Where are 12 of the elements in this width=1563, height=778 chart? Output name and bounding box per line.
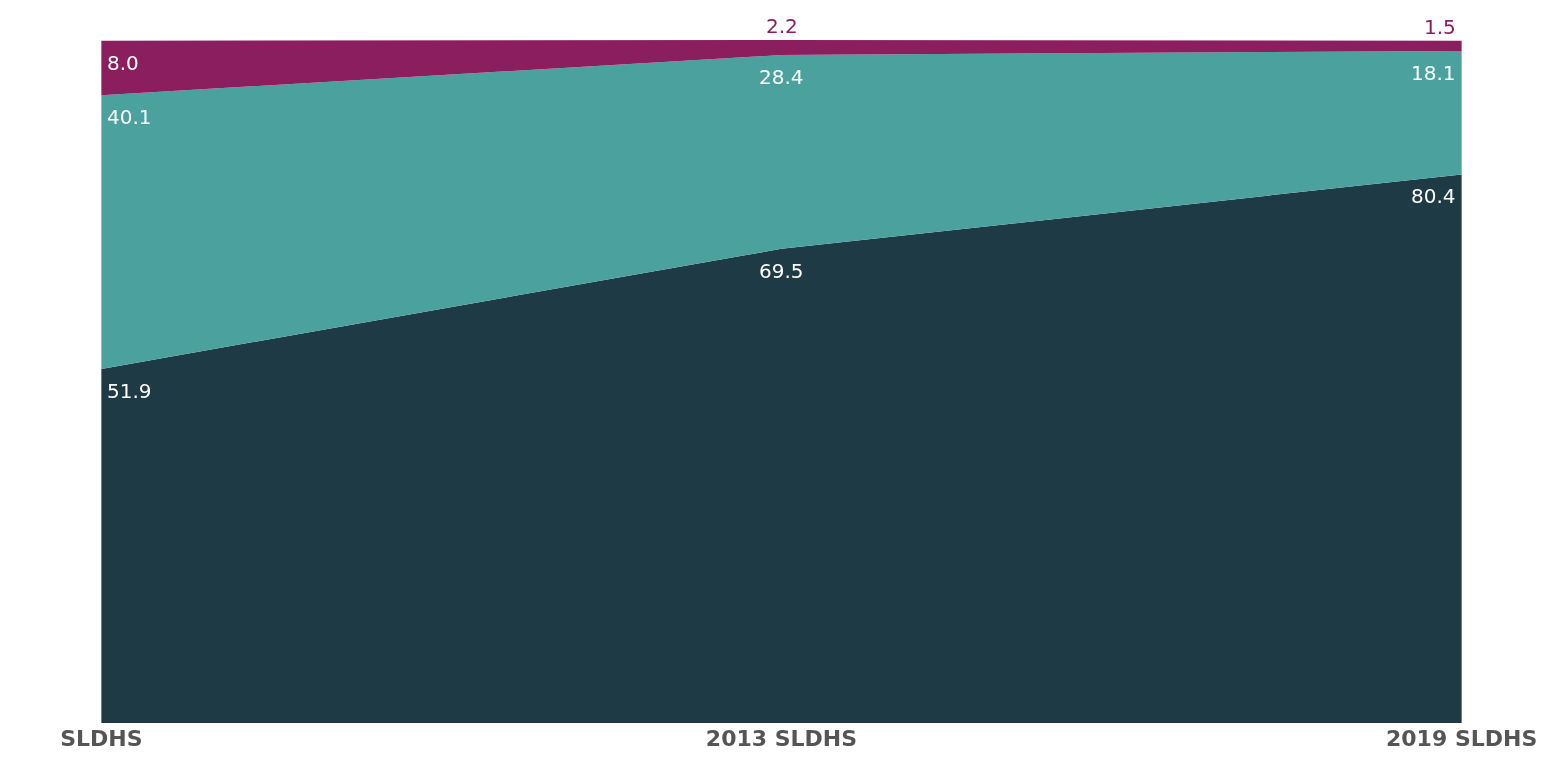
data-label: 40.1 bbox=[107, 105, 152, 129]
data-label: 51.9 bbox=[107, 379, 152, 403]
data-label: 8.0 bbox=[107, 51, 139, 75]
data-label: 1.5 bbox=[1424, 15, 1456, 39]
data-label: 69.5 bbox=[759, 259, 804, 283]
data-label: 18.1 bbox=[1411, 61, 1456, 85]
data-label: 80.4 bbox=[1411, 184, 1456, 208]
data-label: 28.4 bbox=[759, 65, 804, 89]
x-tick-label: 2013 SLDHS bbox=[705, 726, 858, 751]
data-label: 2.2 bbox=[766, 14, 798, 38]
x-tick-label: SLDHS bbox=[60, 726, 143, 751]
x-tick-label: 2019 SLDHS bbox=[1386, 726, 1538, 751]
